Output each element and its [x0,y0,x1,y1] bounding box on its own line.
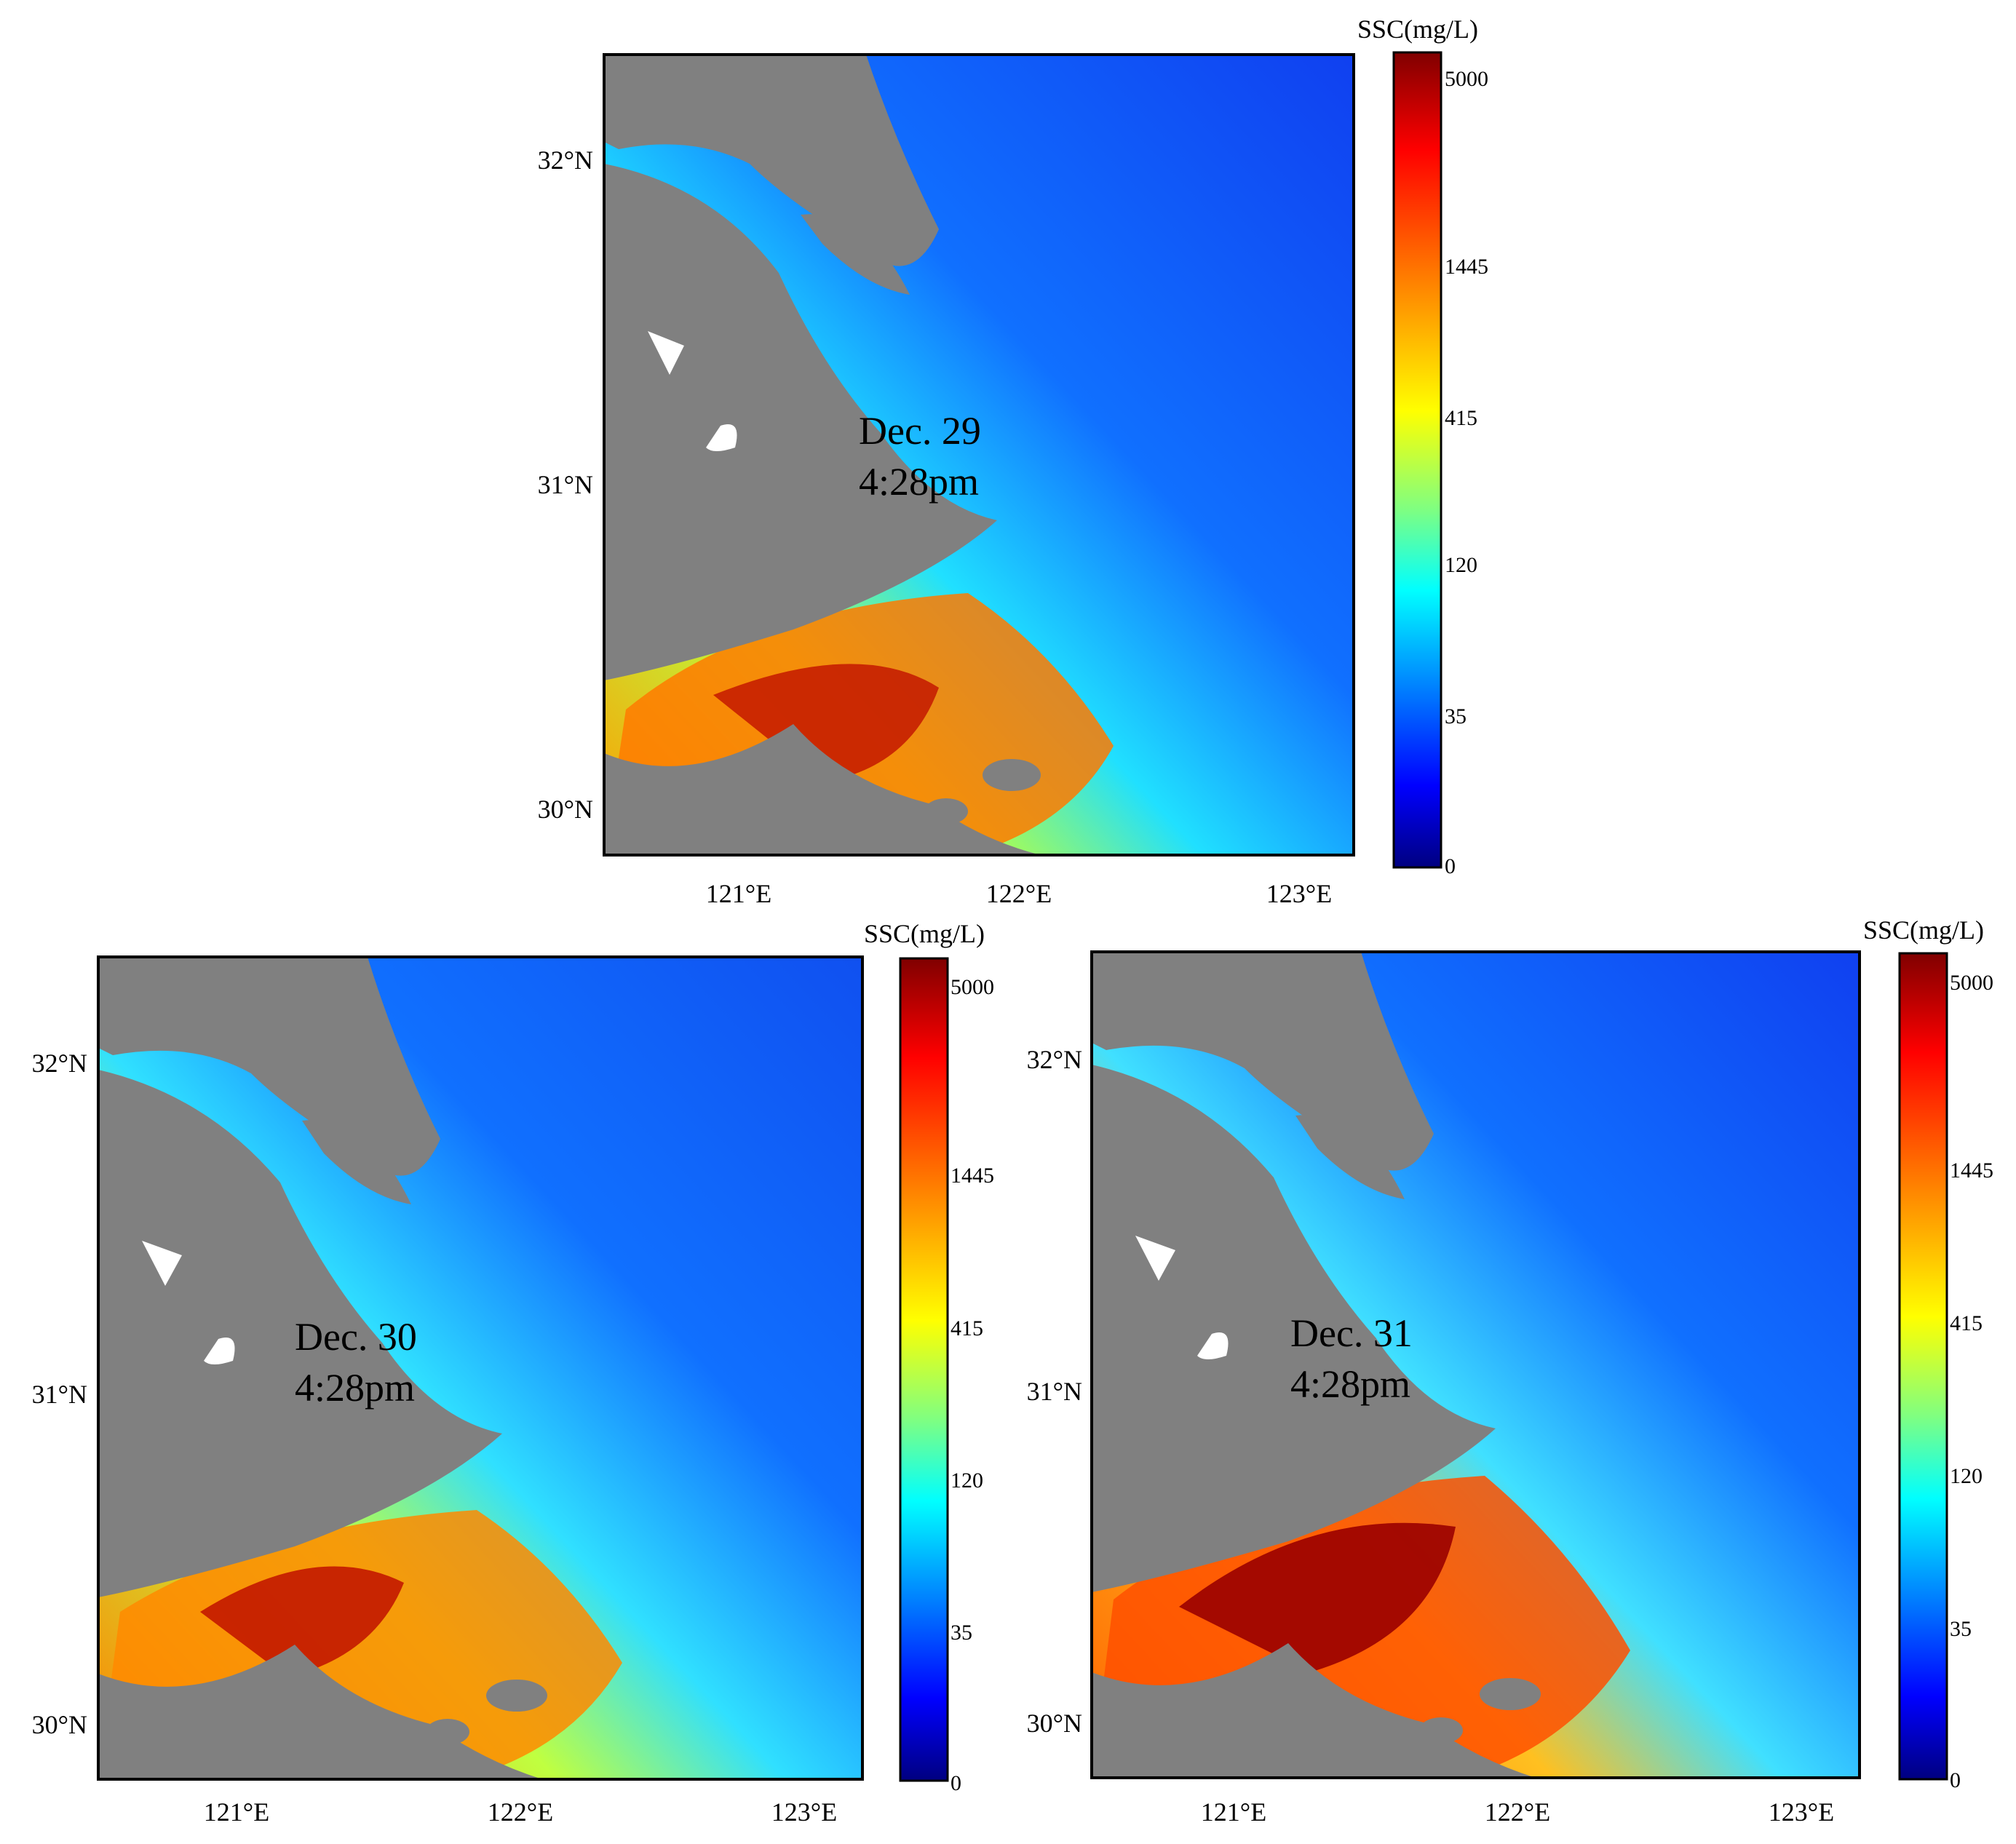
lon-label: 123°E [1769,1797,1834,1827]
map-panel-svg: Dec. 30 4:28pm 32°N 31°N 30°N 121°E 122°… [32,919,994,1827]
map-frame [1090,950,1861,1779]
colorbar-tick: 5000 [1950,971,1993,995]
chongming-island [1295,1115,1405,1199]
map-frame [603,53,1355,857]
colorbar-title: SSC(mg/L) [1863,915,1984,945]
lon-label: 121°E [204,1797,269,1827]
no-data-patch [648,331,684,375]
lat-label: 30°N [32,1710,87,1739]
map-panel-svg: Dec. 31 4:28pm 32°N 31°N 30°N 121°E 122°… [1027,915,1993,1827]
lat-label: 30°N [538,795,593,824]
colorbar-tick: 35 [1950,1617,1972,1641]
colorbar-title: SSC(mg/L) [1357,15,1478,44]
land-north [1092,952,1434,1171]
colorbar-tick: 1445 [951,1164,994,1188]
land-south [604,724,1041,855]
lon-label: 121°E [1201,1797,1266,1827]
no-data-patch [1197,1332,1229,1359]
land-north [604,55,939,266]
date-label: Dec. 29 [859,409,981,453]
lat-label: 31°N [538,470,593,499]
colorbar-tick: 5000 [1445,67,1488,91]
colorbar-tick: 35 [951,1621,972,1645]
time-label: 4:28pm [859,460,979,504]
map-panel-svg: Dec. 29 4:28pm 32°N 31°N 30°N 121°E 122°… [538,15,1488,908]
island [983,759,1041,791]
no-data-patch [142,1241,182,1286]
date-label: Dec. 30 [295,1315,417,1359]
colorbar-tick: 5000 [951,975,994,999]
no-data-patch [1135,1236,1175,1281]
colorbar-tick: 120 [1445,553,1477,577]
map-panel-dec30: Dec. 30 4:28pm 32°N 31°N 30°N 121°E 122°… [0,917,1008,1844]
time-label: 4:28pm [295,1366,415,1410]
lat-label: 30°N [1027,1709,1082,1738]
colorbar-tick: 415 [951,1316,983,1340]
lon-label: 121°E [706,879,771,908]
lat-label: 31°N [32,1380,87,1409]
island [426,1719,469,1745]
high-ssc-zone [200,1566,404,1677]
island [1419,1717,1463,1744]
land-south [1092,1643,1536,1778]
land-shanghai [98,1070,502,1597]
chongming-island [302,1120,411,1204]
colorbar-title: SSC(mg/L) [864,919,985,948]
land-shanghai [604,164,997,680]
island [924,798,968,824]
lon-label: 123°E [771,1797,837,1827]
land-south [98,1645,542,1779]
colorbar [899,957,949,1782]
time-label: 4:28pm [1290,1362,1410,1406]
high-ssc-zone [713,664,939,782]
colorbar-tick: 0 [1950,1768,1961,1792]
island [486,1680,547,1712]
lat-label: 32°N [1027,1045,1082,1074]
lat-label: 31°N [1027,1377,1082,1406]
colorbar-tick: 120 [951,1469,983,1493]
map-area [603,53,1355,857]
colorbar-tick: 415 [1445,406,1477,430]
map-panel-dec31: Dec. 31 4:28pm 32°N 31°N 30°N 121°E 122°… [1008,915,2016,1844]
date-label: Dec. 31 [1290,1311,1413,1355]
colorbar-tick: 415 [1950,1311,1983,1335]
lon-label: 122°E [986,879,1052,908]
no-data-patch [204,1338,235,1364]
lon-label: 122°E [1485,1797,1550,1827]
colorbar-tick: 120 [1950,1464,1983,1488]
colorbar-tick: 0 [1445,854,1456,878]
island [1480,1678,1541,1710]
map-frame [97,955,864,1781]
colorbar-tick: 1445 [1445,255,1488,279]
land-north [98,957,440,1176]
map-area [97,955,864,1781]
lon-label: 123°E [1266,879,1332,908]
colorbar-tick: 0 [951,1771,961,1795]
colorbar-tick: 1445 [1950,1159,1993,1183]
map-area [1090,950,1861,1779]
lat-label: 32°N [32,1049,87,1078]
colorbar-tick: 35 [1445,704,1467,728]
no-data-patch [706,424,737,451]
lon-label: 122°E [488,1797,553,1827]
colorbar [1898,952,1948,1781]
land-shanghai [1092,1065,1496,1592]
lat-label: 32°N [538,146,593,175]
map-panel-dec29: Dec. 29 4:28pm 32°N 31°N 30°N 121°E 122°… [0,0,2016,917]
colorbar [1392,51,1442,869]
high-ssc-zone [1179,1522,1456,1672]
chongming-island [801,214,910,295]
